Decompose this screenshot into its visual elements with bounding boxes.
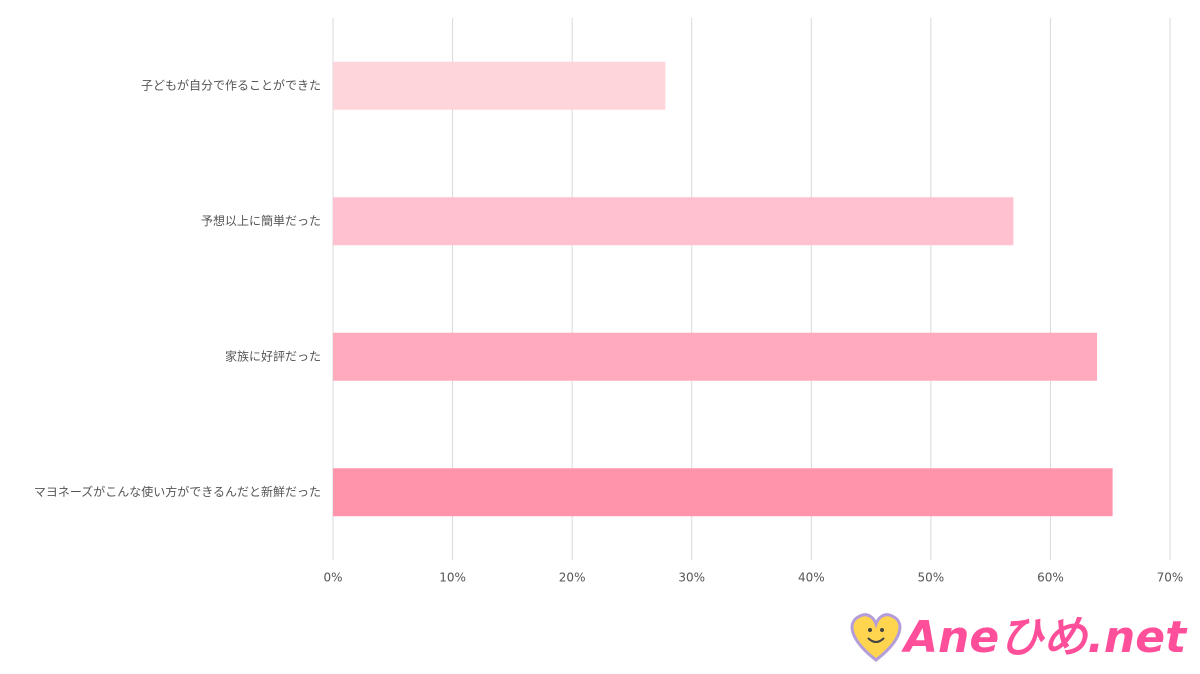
y-tick-label: 予想以上に簡単だった [201, 213, 321, 228]
logo-text: Aneひめ.net [901, 612, 1188, 663]
y-tick-label: 家族に好評だった [225, 348, 321, 363]
x-tick-label: 0% [323, 571, 342, 585]
y-tick-label: 子どもが自分で作ることができた [141, 77, 321, 92]
x-tick-label: 50% [918, 571, 945, 585]
bar [333, 61, 666, 110]
y-tick-label: マヨネーズがこんな使い方ができるんだと新鮮だった [34, 484, 321, 499]
bar [333, 468, 1113, 517]
x-tick-label: 70% [1157, 571, 1184, 585]
bar [333, 197, 1014, 246]
x-tick-label: 60% [1037, 571, 1064, 585]
x-tick-label: 40% [798, 571, 825, 585]
bar [333, 332, 1098, 381]
x-tick-label: 20% [559, 571, 586, 585]
x-tick-label: 30% [678, 571, 705, 585]
logo-icon [850, 613, 902, 662]
x-tick-label: 10% [439, 571, 466, 585]
